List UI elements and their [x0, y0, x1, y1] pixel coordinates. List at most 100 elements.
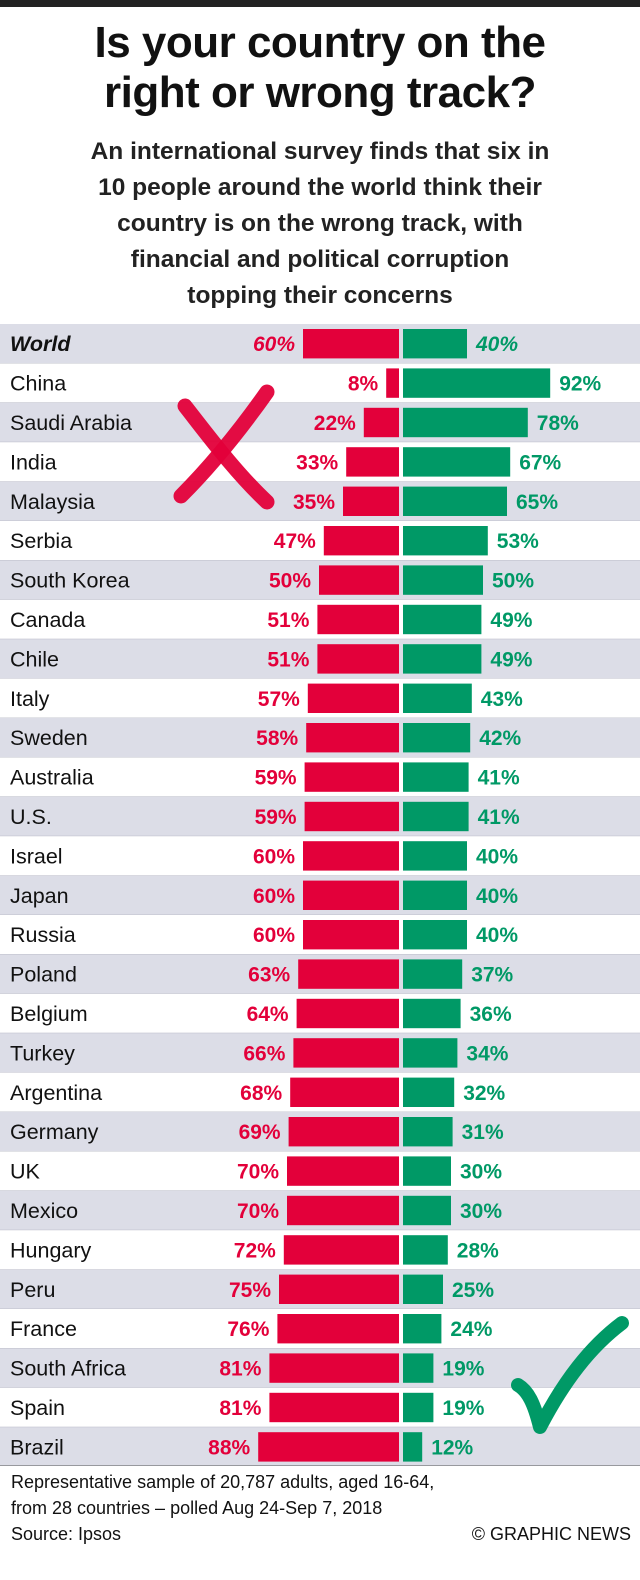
- wrong-track-value: 66%: [243, 1042, 285, 1065]
- country-label: Turkey: [10, 1041, 75, 1065]
- footnote-line-1: Representative sample of 20,787 adults, …: [11, 1472, 435, 1492]
- wrong-track-value: 81%: [219, 1397, 261, 1420]
- wrong-track-bar: [307, 683, 399, 713]
- right-track-value: 28%: [457, 1239, 499, 1262]
- right-track-bar: [403, 683, 472, 713]
- country-label: Germany: [10, 1120, 99, 1144]
- country-label: Japan: [10, 884, 69, 908]
- right-track-value: 40%: [476, 924, 518, 947]
- wrong-track-bar: [343, 486, 399, 516]
- right-track-bar: [403, 1156, 451, 1186]
- country-label: U.S.: [10, 805, 52, 829]
- right-track-value: 24%: [450, 1318, 492, 1341]
- wrong-track-value: 50%: [269, 570, 311, 593]
- wrong-track-bar: [323, 526, 399, 556]
- wrong-track-value: 81%: [219, 1358, 261, 1381]
- right-track-bar: [403, 920, 467, 950]
- right-track-value: 30%: [460, 1161, 502, 1184]
- wrong-track-value: 88%: [208, 1436, 250, 1459]
- wrong-track-value: 59%: [255, 767, 297, 790]
- country-label: Peru: [10, 1278, 55, 1302]
- wrong-track-value: 76%: [227, 1318, 269, 1341]
- source-line: Source: Ipsos © GRAPHIC NEWS: [11, 1521, 631, 1547]
- wrong-track-bar: [303, 841, 399, 871]
- country-label: Hungary: [10, 1238, 92, 1262]
- country-label: France: [10, 1317, 77, 1341]
- country-label: Belgium: [10, 1002, 88, 1026]
- right-track-value: 49%: [490, 648, 532, 671]
- wrong-track-value: 72%: [234, 1239, 276, 1262]
- right-track-value: 53%: [497, 530, 539, 553]
- right-track-bar: [403, 723, 471, 753]
- right-track-value: 92%: [559, 373, 601, 396]
- country-label: Chile: [10, 647, 59, 671]
- subtitle-line-2: 10 people around the world think their: [98, 174, 542, 201]
- wrong-track-value: 58%: [256, 727, 298, 750]
- title-line-2: right or wrong track?: [104, 68, 536, 117]
- country-label: Argentina: [10, 1081, 102, 1105]
- right-track-bar: [403, 1117, 453, 1147]
- right-track-value: 40%: [475, 333, 518, 356]
- wrong-track-value: 22%: [314, 412, 356, 435]
- wrong-track-bar: [269, 1353, 399, 1383]
- wrong-track-bar: [293, 1038, 399, 1068]
- wrong-track-bar: [304, 762, 399, 792]
- right-track-bar: [403, 1392, 434, 1423]
- wrong-track-value: 70%: [237, 1161, 279, 1184]
- wrong-track-bar: [283, 1235, 399, 1265]
- right-track-bar: [403, 447, 511, 477]
- right-track-value: 12%: [431, 1436, 473, 1459]
- wrong-track-bar: [363, 407, 399, 438]
- country-label: Brazil: [10, 1435, 64, 1459]
- subtitle-line-4: financial and political corruption: [130, 246, 510, 273]
- right-track-bar: [403, 1314, 442, 1344]
- subtitle: An international survey finds that six i…: [0, 134, 640, 314]
- row-background: [0, 442, 640, 482]
- row-background: [0, 521, 640, 561]
- right-track-bar: [403, 368, 551, 398]
- right-track-value: 43%: [481, 688, 523, 711]
- country-label: Russia: [10, 923, 76, 947]
- wrong-track-value: 68%: [240, 1082, 282, 1105]
- right-track-bar: [403, 644, 482, 674]
- footnote-line-2: from 28 countries – polled Aug 24-Sep 7,…: [11, 1498, 383, 1518]
- wrong-track-value: 60%: [253, 924, 295, 947]
- country-label: India: [10, 450, 57, 474]
- diverging-bar-chart: World 60% 40% China 8% 92% Saudi Arabia 22% 78% I…: [0, 324, 640, 1466]
- country-label: Saudi Arabia: [10, 411, 132, 435]
- right-track-bar: [403, 565, 483, 595]
- country-label: China: [10, 372, 66, 396]
- source-text: Source: Ipsos: [11, 1524, 122, 1544]
- page-title: Is your country on the right or wrong tr…: [0, 18, 640, 118]
- country-label: World: [10, 332, 71, 356]
- right-track-bar: [403, 998, 461, 1029]
- chart-area: World 60% 40% China 8% 92% Saudi Arabia 22% 78% I…: [0, 324, 640, 1466]
- right-track-value: 25%: [452, 1279, 494, 1302]
- country-label: South Africa: [10, 1357, 126, 1381]
- wrong-track-bar: [386, 368, 399, 398]
- right-track-bar: [403, 1274, 443, 1304]
- country-label: Canada: [10, 608, 85, 632]
- right-track-bar: [403, 762, 469, 792]
- right-track-bar: [403, 1353, 434, 1383]
- wrong-track-bar: [319, 565, 399, 595]
- top-rule: [0, 0, 640, 7]
- wrong-track-value: 63%: [248, 964, 290, 987]
- right-track-value: 49%: [490, 609, 532, 632]
- subtitle-line-5: topping their concerns: [187, 282, 453, 309]
- right-track-bar: [403, 959, 463, 989]
- country-label: Sweden: [10, 726, 88, 750]
- wrong-track-bar: [304, 801, 399, 832]
- right-track-bar: [403, 801, 469, 832]
- wrong-track-value: 8%: [348, 373, 379, 396]
- wrong-track-bar: [303, 920, 399, 950]
- wrong-track-value: 59%: [255, 806, 297, 829]
- subtitle-line-1: An international survey finds that six i…: [90, 138, 550, 165]
- right-track-bar: [403, 486, 507, 516]
- right-track-value: 34%: [466, 1042, 508, 1065]
- country-label: South Korea: [10, 569, 130, 593]
- wrong-track-bar: [306, 723, 399, 753]
- wrong-track-value: 35%: [293, 491, 335, 514]
- credit-text: © GRAPHIC NEWS: [471, 1524, 631, 1544]
- right-track-value: 41%: [478, 767, 520, 790]
